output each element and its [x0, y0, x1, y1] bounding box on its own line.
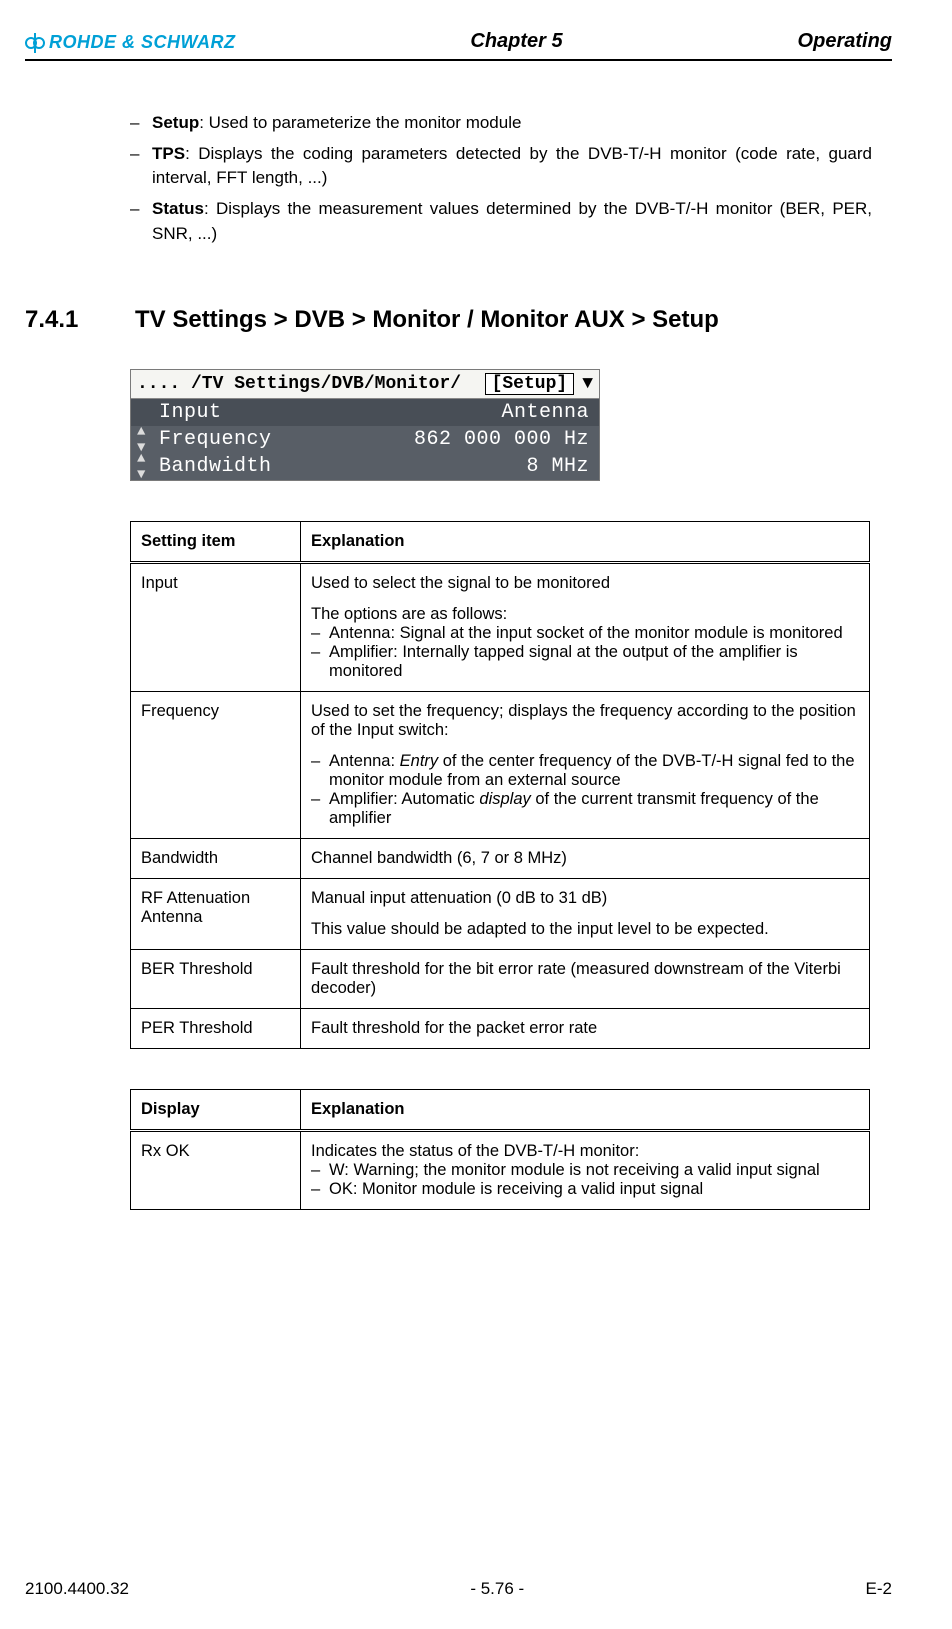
table-header-explanation: Explanation: [301, 1090, 870, 1131]
header-rule: [25, 59, 892, 61]
table-header-item: Setting item: [131, 522, 301, 563]
lcd-row-label: Frequency: [159, 428, 272, 451]
table-row: BER ThresholdFault threshold for the bit…: [131, 950, 870, 1009]
page-footer: 2100.4400.32 - 5.76 - E-2: [25, 1579, 892, 1599]
bullet-item: –TPS: Displays the coding parameters det…: [130, 142, 872, 191]
dropdown-arrow-icon[interactable]: ▼: [582, 374, 593, 394]
brand-logo: ROHDE & SCHWARZ: [25, 32, 236, 53]
setting-explanation: Channel bandwidth (6, 7 or 8 MHz): [301, 839, 870, 879]
lcd-row-value: Antenna: [501, 401, 589, 424]
table-row: FrequencyUsed to set the frequency; disp…: [131, 692, 870, 839]
page-header: ROHDE & SCHWARZ Chapter 5 Operating: [25, 30, 892, 59]
lcd-breadcrumb: .... /TV Settings/DVB/Monitor/: [137, 374, 461, 394]
setting-explanation: Used to select the signal to be monitore…: [301, 563, 870, 692]
setting-name: BER Threshold: [131, 950, 301, 1009]
brand-text: ROHDE & SCHWARZ: [49, 32, 236, 53]
section-title: TV Settings > DVB > Monitor / Monitor AU…: [135, 306, 719, 334]
section-heading: 7.4.1 TV Settings > DVB > Monitor / Moni…: [25, 306, 892, 334]
intro-bullet-list: –Setup: Used to parameterize the monitor…: [130, 111, 872, 246]
setting-explanation: Manual input attenuation (0 dB to 31 dB)…: [301, 879, 870, 950]
setting-explanation: Fault threshold for the bit error rate (…: [301, 950, 870, 1009]
table-header-display: Display: [131, 1090, 301, 1131]
lcd-tab[interactable]: [Setup]: [485, 373, 575, 395]
display-name: Rx OK: [131, 1131, 301, 1210]
table-row: InputUsed to select the signal to be mon…: [131, 563, 870, 692]
lcd-body: InputAntenna▲▼Frequency862 000 000 Hz▲▼B…: [131, 399, 599, 480]
section-label: Operating: [798, 30, 892, 53]
lcd-row[interactable]: ▲▼Bandwidth8 MHz: [131, 453, 599, 480]
setting-explanation: Fault threshold for the packet error rat…: [301, 1009, 870, 1049]
lcd-panel: .... /TV Settings/DVB/Monitor/ [Setup] ▼…: [130, 369, 600, 481]
setting-name: Frequency: [131, 692, 301, 839]
setting-name: PER Threshold: [131, 1009, 301, 1049]
lcd-row[interactable]: Input Antenna: [131, 399, 599, 426]
settings-table: Setting item Explanation InputUsed to se…: [130, 521, 870, 1049]
setting-explanation: Used to set the frequency; displays the …: [301, 692, 870, 839]
table-row: PER ThresholdFault threshold for the pac…: [131, 1009, 870, 1049]
brand-icon: [25, 33, 45, 53]
lcd-row[interactable]: ▲▼Frequency862 000 000 Hz: [131, 426, 599, 453]
lcd-row-value: 8 MHz: [526, 455, 589, 478]
footer-right: E-2: [866, 1579, 892, 1599]
lcd-breadcrumb-row: .... /TV Settings/DVB/Monitor/ [Setup] ▼: [131, 370, 599, 399]
lcd-row-label: Input: [159, 401, 222, 424]
table-row: RF Attenuation AntennaManual input atten…: [131, 879, 870, 950]
table-header-explanation: Explanation: [301, 522, 870, 563]
chapter-label: Chapter 5: [236, 30, 798, 53]
bullet-item: –Setup: Used to parameterize the monitor…: [130, 111, 872, 136]
footer-left: 2100.4400.32: [25, 1579, 129, 1599]
lcd-row-value: 862 000 000 Hz: [414, 428, 589, 451]
section-number: 7.4.1: [25, 306, 135, 334]
bullet-item: –Status: Displays the measurement values…: [130, 197, 872, 246]
setting-name: Input: [131, 563, 301, 692]
table-row: BandwidthChannel bandwidth (6, 7 or 8 MH…: [131, 839, 870, 879]
footer-center: - 5.76 -: [470, 1579, 524, 1599]
table-row: Rx OKIndicates the status of the DVB-T/-…: [131, 1131, 870, 1210]
lcd-row-label: Bandwidth: [159, 455, 272, 478]
display-table: Display Explanation Rx OKIndicates the s…: [130, 1089, 870, 1210]
setting-name: Bandwidth: [131, 839, 301, 879]
display-explanation: Indicates the status of the DVB-T/-H mon…: [301, 1131, 870, 1210]
setting-name: RF Attenuation Antenna: [131, 879, 301, 950]
